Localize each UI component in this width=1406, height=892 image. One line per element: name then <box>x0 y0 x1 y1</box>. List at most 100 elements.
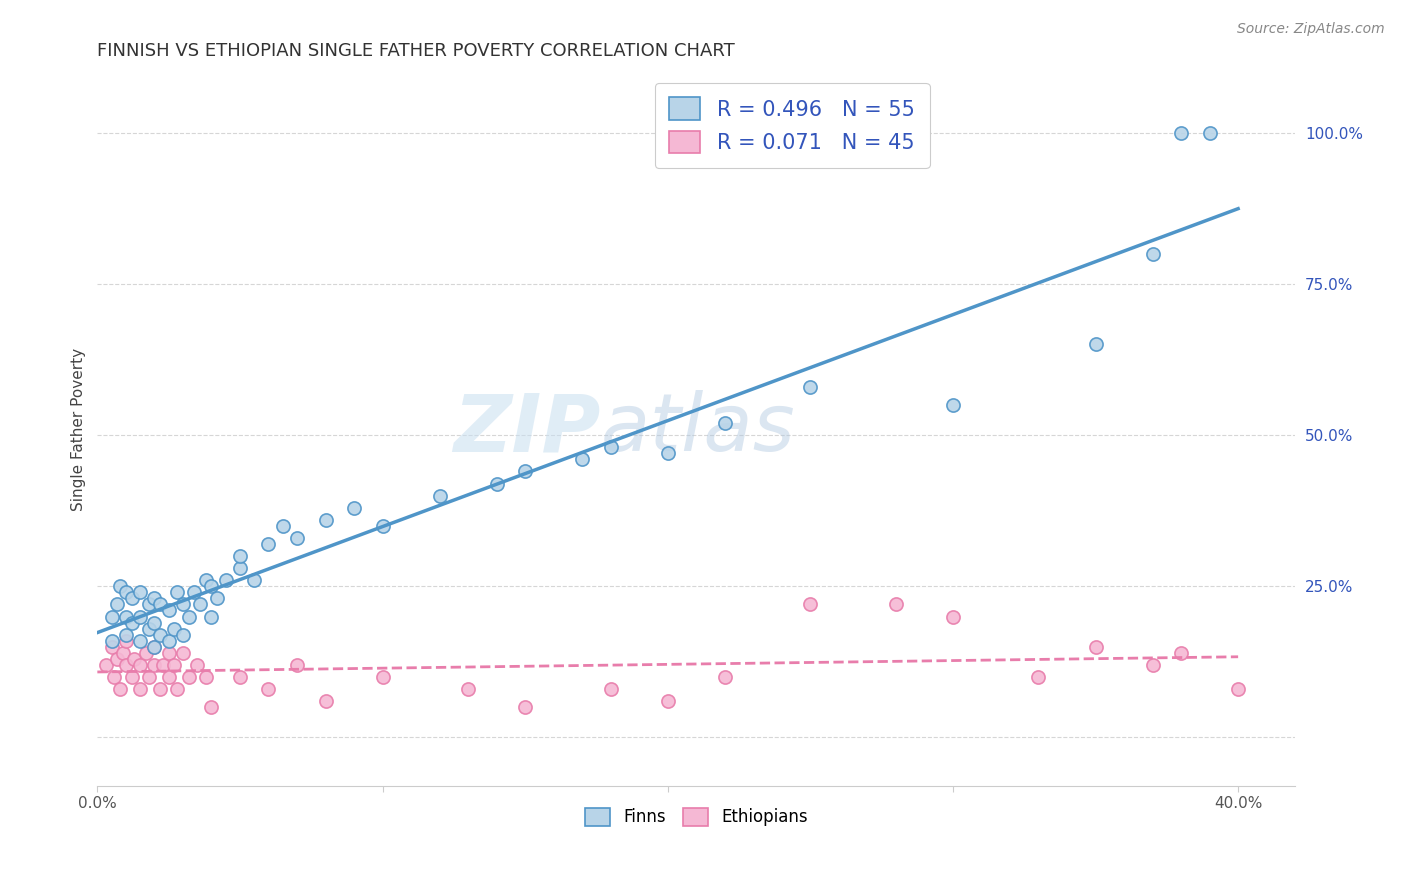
Point <box>1170 646 1192 660</box>
Point <box>229 670 252 684</box>
Point <box>138 670 160 684</box>
Point <box>200 609 222 624</box>
Point <box>257 681 280 696</box>
Point <box>657 694 679 708</box>
Point <box>1084 337 1107 351</box>
Point <box>713 670 735 684</box>
Point <box>115 627 138 641</box>
Point <box>157 670 180 684</box>
Point <box>129 657 152 672</box>
Point <box>457 681 479 696</box>
Point <box>129 633 152 648</box>
Point <box>194 670 217 684</box>
Point <box>100 640 122 654</box>
Point <box>257 537 280 551</box>
Point <box>513 700 536 714</box>
Point <box>205 591 228 606</box>
Point <box>1028 670 1050 684</box>
Point <box>371 518 394 533</box>
Text: FINNISH VS ETHIOPIAN SINGLE FATHER POVERTY CORRELATION CHART: FINNISH VS ETHIOPIAN SINGLE FATHER POVER… <box>97 42 735 60</box>
Point <box>657 446 679 460</box>
Point <box>105 598 128 612</box>
Point <box>115 609 138 624</box>
Point <box>172 598 194 612</box>
Point <box>599 440 621 454</box>
Point <box>163 622 186 636</box>
Point <box>285 531 308 545</box>
Point <box>129 585 152 599</box>
Point <box>177 670 200 684</box>
Point <box>485 476 508 491</box>
Point <box>172 646 194 660</box>
Point <box>143 640 166 654</box>
Point <box>103 670 125 684</box>
Point <box>315 694 337 708</box>
Point <box>200 579 222 593</box>
Point <box>124 652 146 666</box>
Point <box>1170 126 1192 140</box>
Point <box>129 609 152 624</box>
Point <box>121 670 143 684</box>
Point <box>271 518 294 533</box>
Point <box>143 657 166 672</box>
Point <box>149 681 172 696</box>
Point <box>1142 247 1164 261</box>
Point <box>200 700 222 714</box>
Point <box>713 416 735 430</box>
Point <box>1227 681 1250 696</box>
Point <box>121 615 143 630</box>
Point <box>183 585 205 599</box>
Point <box>429 489 451 503</box>
Point <box>157 646 180 660</box>
Point <box>105 652 128 666</box>
Legend: Finns, Ethiopians: Finns, Ethiopians <box>576 799 815 835</box>
Point <box>285 657 308 672</box>
Point <box>194 573 217 587</box>
Point <box>229 549 252 563</box>
Text: atlas: atlas <box>600 390 796 468</box>
Point <box>157 603 180 617</box>
Point <box>135 646 157 660</box>
Point <box>163 657 186 672</box>
Point <box>188 598 211 612</box>
Point <box>1198 126 1220 140</box>
Point <box>143 640 166 654</box>
Point <box>371 670 394 684</box>
Point <box>243 573 266 587</box>
Point <box>513 465 536 479</box>
Point <box>111 646 134 660</box>
Point <box>143 615 166 630</box>
Point <box>315 513 337 527</box>
Point <box>942 398 965 412</box>
Point <box>149 598 172 612</box>
Point <box>942 609 965 624</box>
Point <box>143 591 166 606</box>
Point <box>343 500 366 515</box>
Point <box>100 633 122 648</box>
Text: Source: ZipAtlas.com: Source: ZipAtlas.com <box>1237 22 1385 37</box>
Point <box>172 627 194 641</box>
Point <box>215 573 238 587</box>
Point <box>166 585 188 599</box>
Point <box>166 681 188 696</box>
Point <box>94 657 117 672</box>
Point <box>149 627 172 641</box>
Point <box>177 609 200 624</box>
Point <box>599 681 621 696</box>
Point <box>108 681 131 696</box>
Point <box>799 380 821 394</box>
Point <box>129 681 152 696</box>
Point <box>138 598 160 612</box>
Point <box>115 633 138 648</box>
Point <box>157 633 180 648</box>
Point <box>229 561 252 575</box>
Point <box>884 598 907 612</box>
Point <box>152 657 174 672</box>
Text: ZIP: ZIP <box>453 390 600 468</box>
Point <box>115 657 138 672</box>
Point <box>138 622 160 636</box>
Point <box>115 585 138 599</box>
Point <box>1084 640 1107 654</box>
Point <box>100 609 122 624</box>
Point <box>108 579 131 593</box>
